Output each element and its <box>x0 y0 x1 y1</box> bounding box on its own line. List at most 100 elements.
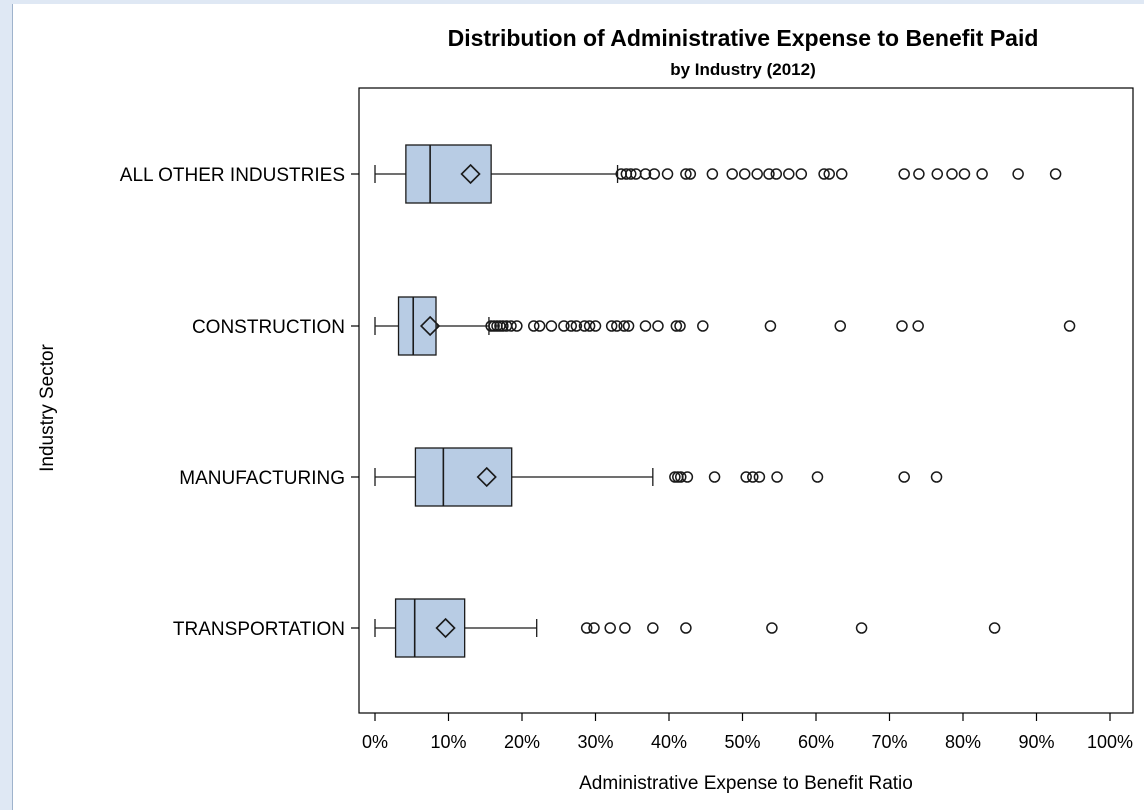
plot-area <box>358 87 1134 714</box>
outlier-point <box>697 320 709 332</box>
outlier-point <box>770 168 783 180</box>
outlier-point <box>675 471 687 483</box>
outlier-point <box>505 320 517 332</box>
outlier-point <box>648 168 661 180</box>
x-tick-label: 0% <box>362 732 388 752</box>
outlier-point <box>680 168 692 180</box>
outlier-point <box>494 320 506 332</box>
outlier-point <box>753 471 766 483</box>
outlier-point <box>958 168 971 180</box>
outlier-point <box>558 320 570 332</box>
outlier-point <box>835 168 848 180</box>
category-label: CONSTRUCTION <box>192 317 345 338</box>
outlier-point <box>565 320 577 332</box>
outlier-point <box>578 320 591 332</box>
outlier-point <box>896 320 908 332</box>
box-group <box>374 447 943 507</box>
outlier-point <box>497 320 509 332</box>
outlier-point <box>488 320 500 332</box>
outlier-point <box>485 320 497 332</box>
outlier-point <box>811 471 824 483</box>
category-label: MANUFACTURING <box>179 468 345 489</box>
outlier-point <box>738 168 751 180</box>
category-label: TRANSPORTATION <box>173 619 345 640</box>
mean-marker <box>476 466 497 488</box>
outlier-point <box>681 471 694 483</box>
outlier-point <box>639 320 652 332</box>
outlier-point <box>684 168 697 180</box>
outlier-point <box>674 320 686 332</box>
x-tick-label: 50% <box>724 732 760 752</box>
iqr-box <box>414 447 513 507</box>
outlier-point <box>680 622 692 634</box>
outlier-point <box>898 168 910 180</box>
outlier-point <box>912 320 924 332</box>
outlier-point <box>545 320 558 332</box>
outlier-point <box>930 471 943 483</box>
outlier-point <box>740 471 752 483</box>
box-group <box>374 598 1001 658</box>
outlier-point <box>588 622 600 634</box>
chart-frame: Distribution of Administrative Expense t… <box>12 4 1144 810</box>
mean-marker <box>460 163 481 185</box>
outlier-point <box>605 320 618 332</box>
outlier-point <box>931 168 944 180</box>
outlier-point <box>795 168 808 180</box>
y-axis-label: Industry Sector <box>37 343 58 471</box>
outlier-point <box>988 622 1001 634</box>
outlier-point <box>976 168 988 180</box>
iqr-box <box>394 598 466 658</box>
category-label: ALL OTHER INDUSTRIES <box>120 165 345 186</box>
outlier-point <box>855 622 868 634</box>
x-tick-label: 20% <box>504 732 540 752</box>
outlier-point <box>834 320 847 332</box>
outlier-point <box>670 320 683 332</box>
outlier-point <box>818 168 830 180</box>
iqr-box <box>405 144 492 204</box>
mean-marker <box>419 315 441 337</box>
x-tick-label: 100% <box>1087 732 1133 752</box>
outlier-point <box>580 622 593 634</box>
outlier-point <box>570 320 583 332</box>
outlier-point <box>706 168 719 180</box>
outlier-point <box>1063 320 1076 332</box>
outlier-point <box>647 622 659 634</box>
mean-marker <box>435 617 456 639</box>
outlier-point <box>1012 168 1024 180</box>
x-tick-label: 40% <box>651 732 687 752</box>
outlier-point <box>604 622 616 634</box>
box-group <box>374 296 1076 356</box>
outlier-point <box>766 622 778 634</box>
outlier-point <box>652 320 664 332</box>
outlier-point <box>898 471 910 483</box>
x-axis-label: Administrative Expense to Benefit Ratio <box>579 773 913 794</box>
chart-title: Distribution of Administrative Expense t… <box>448 25 1039 51</box>
outlier-point <box>747 471 759 483</box>
outlier-point <box>625 168 637 180</box>
boxplot-chart: Distribution of Administrative Expense t… <box>37 25 1134 794</box>
x-tick-label: 10% <box>430 732 466 752</box>
outlier-point <box>583 320 596 332</box>
outlier-point <box>946 168 958 180</box>
outlier-point <box>618 320 630 332</box>
outlier-point <box>764 320 777 332</box>
outlier-point <box>823 168 835 180</box>
outlier-point <box>622 320 635 332</box>
x-axis: 0% 10% 20% 30% 40% 50% 60% 70% 80% 90% 100% <box>362 713 1133 752</box>
outlier-point <box>533 320 546 332</box>
x-tick-label: 60% <box>798 732 834 752</box>
x-tick-label: 80% <box>945 732 981 752</box>
iqr-box <box>397 296 437 356</box>
outlier-point <box>726 168 738 180</box>
outlier-point <box>528 320 540 332</box>
outlier-point <box>611 320 623 332</box>
category-axis: ALL OTHER INDUSTRIES CONSTRUCTION MANUFACT… <box>120 165 359 640</box>
outlier-point <box>589 320 602 332</box>
box-group <box>374 144 1062 204</box>
outlier-point <box>639 168 652 180</box>
outlier-point <box>913 168 925 180</box>
outlier-point <box>1049 168 1062 180</box>
x-tick-label: 90% <box>1018 732 1054 752</box>
outlier-point <box>763 168 775 180</box>
boxes-layer <box>374 144 1076 658</box>
